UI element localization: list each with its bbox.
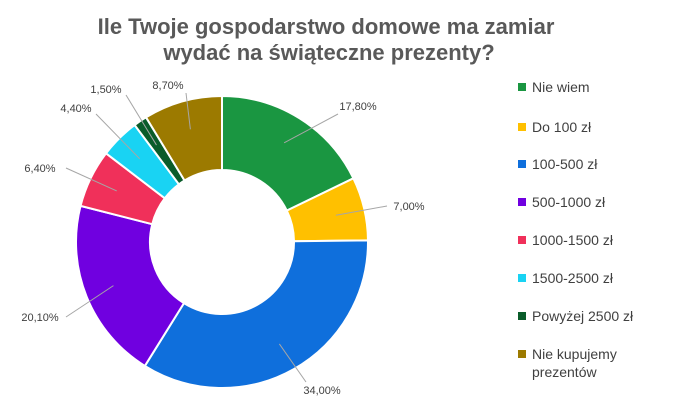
legend-label-1: Nie wiem <box>532 79 590 95</box>
data-label-1: 17,80% <box>339 101 377 113</box>
donut-chart: 17,80% 7,00% 34,00% 20,10% 6,40% 4,40% 1,50% 8,… <box>21 80 424 397</box>
chart-legend: Nie wiem Do 100 zł 100-500 zł 500-1000 zł 10… <box>518 0 678 420</box>
data-label-5: 6,40% <box>24 163 55 175</box>
legend-label-7: Powyżej 2500 zł <box>532 308 634 324</box>
leader-line-4 <box>65 285 114 318</box>
legend-swatch-8 <box>518 350 526 358</box>
legend-label-6: 1500-2500 zł <box>532 270 613 286</box>
legend-swatch-2 <box>518 123 526 131</box>
legend-item-8: Nie kupujemy prezentów <box>518 345 617 381</box>
leader-line-2 <box>335 205 388 216</box>
legend-item-7: Powyżej 2500 zł <box>518 307 633 325</box>
legend-item-6: 1500-2500 zł <box>518 269 613 287</box>
chart-title-line-1: Ile Twoje gospodarstwo domowe ma zamiar <box>97 14 555 39</box>
legend-item-5: 1000-1500 zł <box>518 231 613 249</box>
donut-slice-8 <box>144 94 223 182</box>
legend-label-4: 500-1000 zł <box>532 194 606 210</box>
data-label-4: 20,10% <box>21 312 59 324</box>
leader-line-5 <box>65 167 117 192</box>
legend-swatch-5 <box>518 236 526 244</box>
legend-label-2: Do 100 zł <box>532 119 592 135</box>
legend-item-4: 500-1000 zł <box>518 193 605 211</box>
legend-swatch-4 <box>518 198 526 206</box>
legend-swatch-1 <box>518 83 526 91</box>
donut-slice-1 <box>221 94 355 212</box>
legend-swatch-7 <box>518 312 526 320</box>
data-label-8: 8,70% <box>152 80 183 92</box>
data-label-7: 1,50% <box>90 84 121 96</box>
data-label-6: 4,40% <box>60 103 91 115</box>
data-label-2: 7,00% <box>393 201 424 213</box>
legend-swatch-3 <box>518 160 526 168</box>
donut-slice-4 <box>75 204 186 368</box>
donut-slice-3 <box>143 239 369 389</box>
chart-title: Ile Twoje gospodarstwo domowe ma zamiar … <box>0 14 678 66</box>
leader-line-3 <box>278 343 307 383</box>
legend-swatch-6 <box>518 274 526 282</box>
legend-item-1: Nie wiem <box>518 78 590 96</box>
data-label-3: 34,00% <box>303 385 341 397</box>
legend-item-3: 100-500 zł <box>518 155 597 173</box>
leader-line-7 <box>125 94 157 146</box>
leader-line-1 <box>283 113 339 144</box>
leader-line-8 <box>185 92 191 130</box>
chart-title-line-2: wydać na świąteczne prezenty? <box>163 40 495 65</box>
legend-label-5: 1000-1500 zł <box>532 232 613 248</box>
legend-label-8: Nie kupujemy prezentów <box>532 346 617 380</box>
legend-label-3: 100-500 zł <box>532 156 598 172</box>
legend-item-2: Do 100 zł <box>518 118 591 136</box>
leader-line-6 <box>95 113 141 160</box>
